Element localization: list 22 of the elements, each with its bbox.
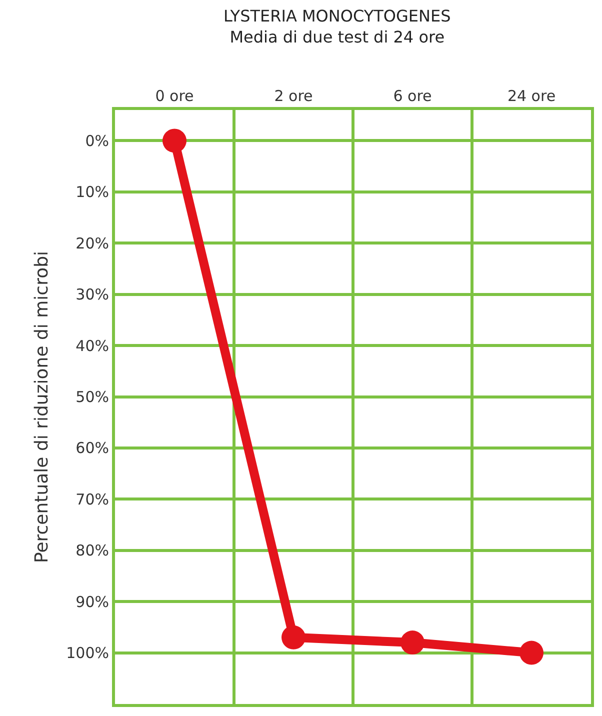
y-tick-label: 40% [76,336,109,355]
chart-title: LYSTERIA MONOCYTOGENES [224,6,451,26]
x-tick-label: 24 ore [507,87,556,105]
point [282,625,306,650]
y-tick-label: 10% [76,183,109,202]
y-axis-title: Percentuale di riduzione di microbi [31,250,52,564]
chart-subtitle: Media di due test di 24 ore [230,27,445,46]
point [520,640,544,665]
point [162,128,186,153]
point [400,630,424,655]
y-tick-label: 100% [66,644,109,662]
y-tick-label: 60% [76,439,109,458]
x-tick-label: 2 ore [274,87,313,105]
y-tick-label: 90% [76,592,109,611]
y-tick-label: 70% [76,490,109,508]
y-tick-label: 80% [76,542,109,560]
y-tick-label: 0% [85,132,109,150]
y-tick-label: 20% [76,234,109,252]
y-tick-label: 30% [76,286,109,304]
x-tick-label: 0 ore [155,87,194,105]
y-tick-label: 50% [76,388,109,406]
x-tick-label: 6 ore [393,87,432,105]
